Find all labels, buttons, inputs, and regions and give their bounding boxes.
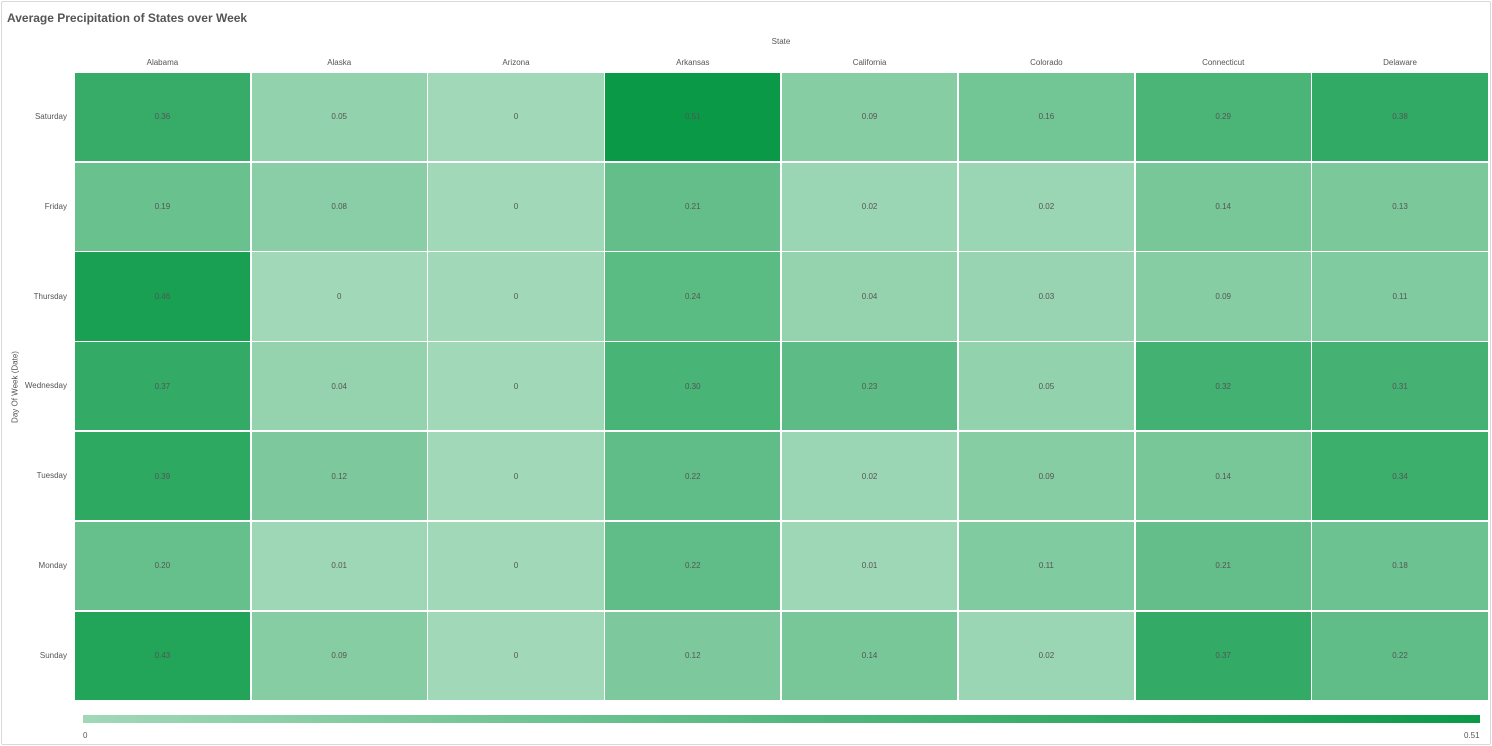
column-label-colorado: Colorado [1030, 58, 1063, 67]
heatmap-cell[interactable]: 0.09 [251, 611, 427, 700]
heatmap-cell[interactable]: 0 [428, 72, 604, 162]
column-label-arkansas: Arkansas [676, 58, 710, 67]
row-label-tuesday: Tuesday [36, 471, 67, 481]
heatmap-cell[interactable]: 0.08 [251, 162, 427, 251]
heatmap-cell[interactable]: 0.11 [1312, 252, 1488, 341]
heatmap-cell[interactable]: 0.29 [1135, 72, 1311, 162]
heatmap-cell[interactable]: 0.39 [74, 431, 251, 521]
heatmap-cell[interactable]: 0 [428, 431, 604, 521]
heatmap-cell[interactable]: 0.13 [1312, 162, 1488, 251]
heatmap-cell[interactable]: 0.03 [958, 252, 1135, 341]
heatmap-cell[interactable]: 0.05 [251, 72, 427, 162]
heatmap-cell[interactable]: 0.12 [251, 431, 427, 521]
heatmap-cell[interactable]: 0.21 [605, 162, 781, 251]
heatmap-cell[interactable]: 0.51 [605, 72, 781, 162]
heatmap-cell[interactable]: 0.04 [251, 342, 427, 431]
column-label-arizona: Arizona [502, 58, 530, 67]
heatmap-cell[interactable]: 0.14 [1135, 431, 1311, 521]
heatmap-cell[interactable]: 0.32 [1135, 342, 1311, 431]
heatmap-cell[interactable]: 0.22 [1312, 611, 1488, 700]
heatmap-cell[interactable]: 0.37 [1135, 611, 1311, 700]
row-label-saturday: Saturday [34, 111, 67, 121]
heatmap-cell[interactable]: 0.02 [781, 162, 958, 251]
heatmap-cell[interactable]: 0.30 [605, 342, 781, 431]
heatmap-cell[interactable]: 0.23 [781, 342, 958, 431]
legend-min-label: 0 [83, 731, 88, 740]
column-label-alabama: Alabama [146, 58, 179, 67]
chart-title: Average Precipitation of States over Wee… [7, 11, 248, 25]
column-label-alaska: Alaska [327, 58, 352, 67]
heatmap-cell[interactable]: 0 [428, 252, 604, 341]
legend-max-label: 0.51 [1464, 731, 1480, 740]
heatmap-cell[interactable]: 0.20 [74, 521, 251, 611]
heatmap-cell[interactable]: 0.01 [781, 521, 958, 611]
heatmap-cell[interactable]: 0 [428, 162, 604, 251]
heatmap-cell[interactable]: 0.04 [781, 252, 958, 341]
heatmap-cell[interactable]: 0.14 [1135, 162, 1311, 251]
row-label-sunday: Sunday [39, 650, 67, 660]
heatmap-cell[interactable]: 0.09 [958, 431, 1135, 521]
heatmap-cell[interactable]: 0 [428, 521, 604, 611]
heatmap-cell[interactable]: 0 [251, 252, 427, 341]
column-label-connecticut: Connecticut [1202, 58, 1245, 67]
heatmap-cell[interactable]: 0.05 [958, 342, 1135, 431]
color-legend-bar [83, 715, 1480, 723]
heatmap-cell[interactable]: 0.16 [958, 72, 1135, 162]
heatmap-cell[interactable]: 0.22 [605, 521, 781, 611]
heatmap-cell[interactable]: 0.19 [74, 162, 251, 251]
column-label-california: California [852, 58, 887, 67]
heatmap-cell[interactable]: 0.01 [251, 521, 427, 611]
heatmap-cell[interactable]: 0.11 [958, 521, 1135, 611]
heatmap-cell[interactable]: 0.43 [74, 611, 251, 700]
heatmap-cell[interactable]: 0.22 [605, 431, 781, 521]
heatmap-cell[interactable]: 0.02 [958, 611, 1135, 700]
heatmap-cell[interactable]: 0.09 [781, 72, 958, 162]
row-label-thursday: Thursday [33, 291, 67, 301]
heatmap-cell[interactable]: 0.18 [1312, 521, 1488, 611]
x-axis-title: State [771, 37, 791, 46]
row-label-monday: Monday [38, 560, 67, 570]
heatmap-cell[interactable]: 0.14 [781, 611, 958, 700]
heatmap-cell[interactable]: 0.24 [605, 252, 781, 341]
heatmap-cell[interactable]: 0.31 [1312, 342, 1488, 431]
heatmap-cell[interactable]: 0.34 [1312, 431, 1488, 521]
heatmap-cell[interactable]: 0.36 [74, 72, 251, 162]
heatmap-cell[interactable]: 0.37 [74, 342, 251, 431]
row-label-friday: Friday [44, 201, 67, 211]
heatmap-cell[interactable]: 0 [428, 342, 604, 431]
heatmap-cell[interactable]: 0.02 [781, 431, 958, 521]
heatmap-cell[interactable]: 0.09 [1135, 252, 1311, 341]
column-label-delaware: Delaware [1383, 58, 1417, 67]
heatmap-cell[interactable]: 0.02 [958, 162, 1135, 251]
row-label-wednesday: Wednesday [24, 381, 67, 391]
heatmap-cell[interactable]: 0.46 [74, 252, 251, 341]
heatmap-cell[interactable]: 0.38 [1312, 72, 1488, 162]
heatmap-cell[interactable]: 0 [428, 611, 604, 700]
heatmap-cell[interactable]: 0.21 [1135, 521, 1311, 611]
heatmap-cell[interactable]: 0.12 [605, 611, 781, 700]
